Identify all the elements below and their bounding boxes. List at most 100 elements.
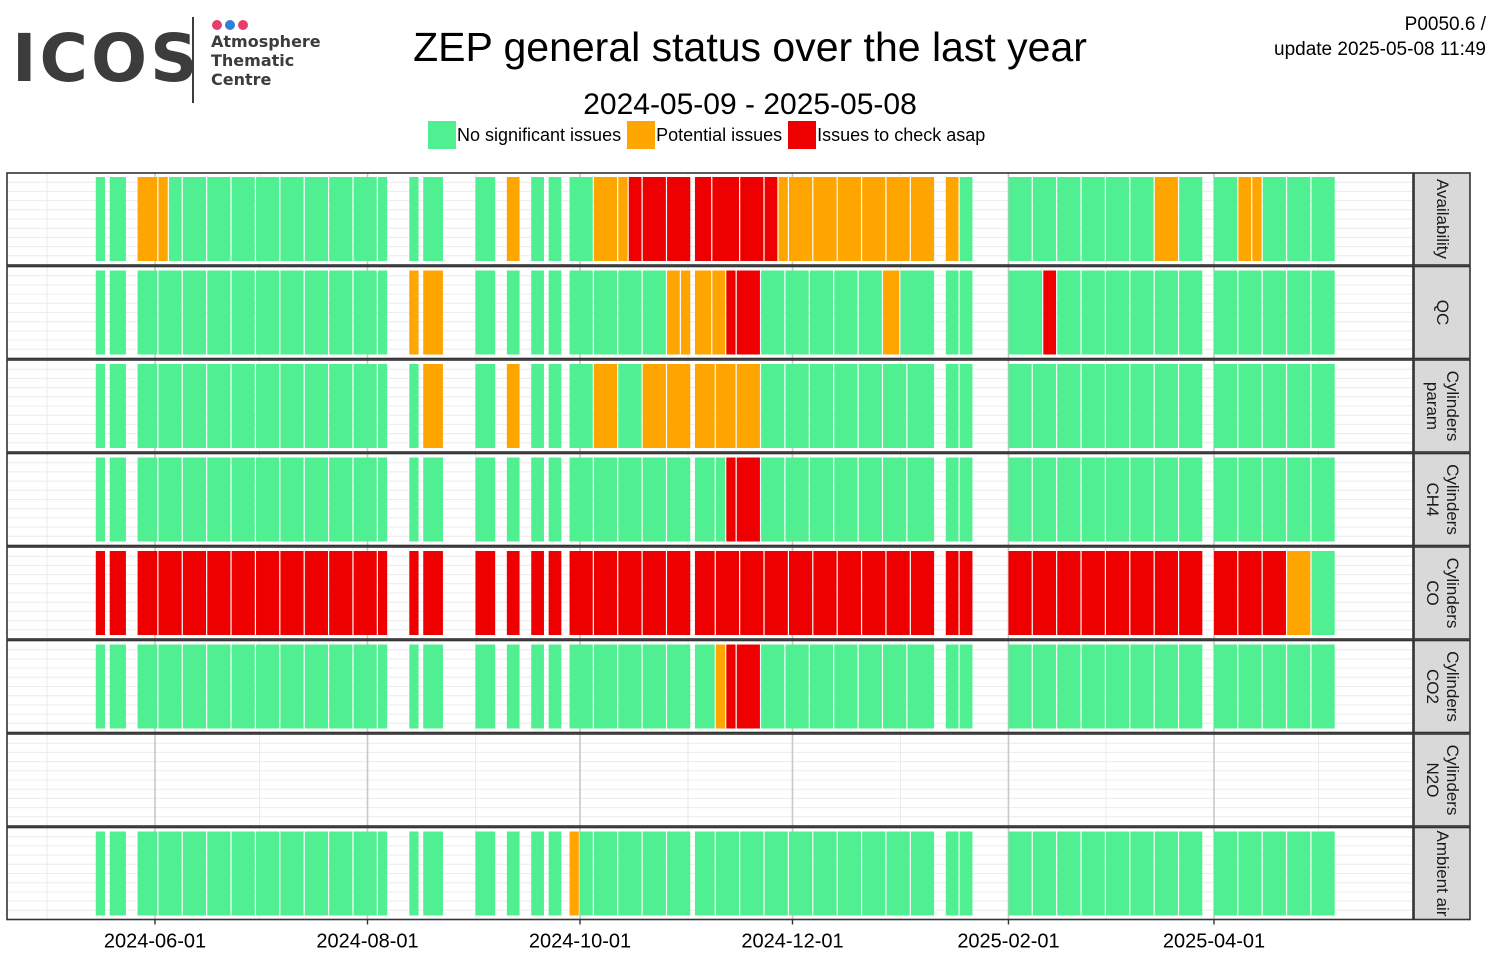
status-bar	[813, 551, 837, 635]
status-bar	[353, 551, 377, 635]
status-bar	[907, 364, 935, 448]
status-bar	[353, 644, 377, 729]
status-bar	[1214, 831, 1238, 916]
status-bar	[409, 177, 419, 261]
status-bar	[1311, 364, 1335, 448]
status-bar	[761, 364, 785, 448]
status-bar	[834, 270, 858, 355]
status-bar	[231, 644, 255, 729]
status-bar	[1032, 177, 1057, 261]
status-bar	[1238, 551, 1262, 635]
status-bar	[506, 644, 520, 729]
status-bar	[1238, 644, 1262, 729]
status-bar	[736, 644, 760, 729]
status-bar	[207, 644, 231, 729]
status-bar	[1287, 457, 1311, 542]
status-bar	[1262, 457, 1286, 542]
status-bar	[329, 364, 353, 448]
panel-strip	[1413, 265, 1471, 360]
legend-swatch	[788, 121, 817, 149]
update-info: P0050.6 / update 2025-05-08 11:49	[1274, 12, 1486, 62]
status-bar	[1179, 551, 1203, 635]
status-bar	[694, 644, 715, 729]
status-bar	[886, 177, 910, 261]
status-bar	[1262, 644, 1286, 729]
status-bar	[353, 177, 377, 261]
logo-dot	[225, 20, 235, 30]
status-bar	[642, 551, 666, 635]
status-bar	[95, 551, 106, 635]
status-bar	[329, 644, 353, 729]
status-bar	[207, 270, 231, 355]
status-bar	[642, 270, 666, 355]
status-bar	[618, 270, 642, 355]
status-bar	[667, 644, 691, 729]
status-bar	[1287, 551, 1311, 635]
status-bar	[618, 644, 642, 729]
status-bar	[667, 551, 691, 635]
status-bar	[423, 177, 443, 261]
status-bar	[959, 364, 973, 448]
status-bar	[506, 270, 520, 355]
status-bar	[256, 364, 280, 448]
status-bar	[681, 270, 691, 355]
status-bar	[353, 457, 377, 542]
logo-subtitle: Atmosphere Thematic Centre	[211, 32, 321, 89]
status-bar	[137, 270, 158, 355]
status-bar	[809, 270, 834, 355]
status-bar	[95, 831, 106, 916]
status-bar	[475, 457, 496, 542]
status-bar	[377, 177, 388, 261]
status-bar	[883, 270, 900, 355]
status-bar	[531, 364, 544, 448]
status-bar	[1262, 270, 1286, 355]
status-bar	[618, 457, 642, 542]
status-bar	[95, 457, 106, 542]
status-bar	[475, 177, 496, 261]
status-bar	[834, 644, 858, 729]
update-timestamp: update 2025-05-08 11:49	[1274, 39, 1486, 60]
panel-border	[6, 826, 1414, 921]
status-bar	[182, 364, 207, 448]
status-bar	[1238, 177, 1252, 261]
status-bar	[1179, 270, 1203, 355]
status-bar	[862, 831, 886, 916]
status-bar	[231, 270, 255, 355]
panel-strip	[1413, 359, 1471, 453]
status-bar	[886, 551, 910, 635]
status-bar	[1130, 644, 1154, 729]
status-bar	[207, 457, 231, 542]
status-bar	[945, 177, 959, 261]
status-bar	[1154, 457, 1178, 542]
status-bar	[182, 644, 207, 729]
strip-label: CO	[1423, 580, 1442, 606]
status-bar	[667, 270, 680, 355]
panel-border	[6, 733, 1414, 827]
status-bar	[329, 551, 353, 635]
legend-item-potential: Potential issues	[627, 121, 782, 149]
status-bar	[109, 831, 126, 916]
status-bar	[736, 270, 760, 355]
status-bar	[531, 644, 544, 729]
legend-label: Potential issues	[656, 124, 783, 145]
status-bar	[137, 831, 158, 916]
status-bar	[409, 457, 419, 542]
status-bar	[304, 364, 328, 448]
status-bar	[579, 831, 593, 916]
status-bar	[1238, 364, 1262, 448]
status-bar	[1287, 644, 1311, 729]
status-bar	[409, 551, 419, 635]
status-bar	[945, 644, 959, 729]
status-bar	[158, 177, 168, 261]
status-bar	[409, 270, 419, 355]
status-bar	[1179, 177, 1203, 261]
status-bar	[809, 644, 834, 729]
status-bar	[1262, 177, 1286, 261]
status-bar	[715, 831, 740, 916]
status-bar	[837, 831, 861, 916]
status-bar	[740, 177, 764, 261]
status-bar	[1262, 551, 1286, 635]
status-bar	[95, 364, 106, 448]
status-bar	[256, 270, 280, 355]
status-bar	[883, 457, 907, 542]
